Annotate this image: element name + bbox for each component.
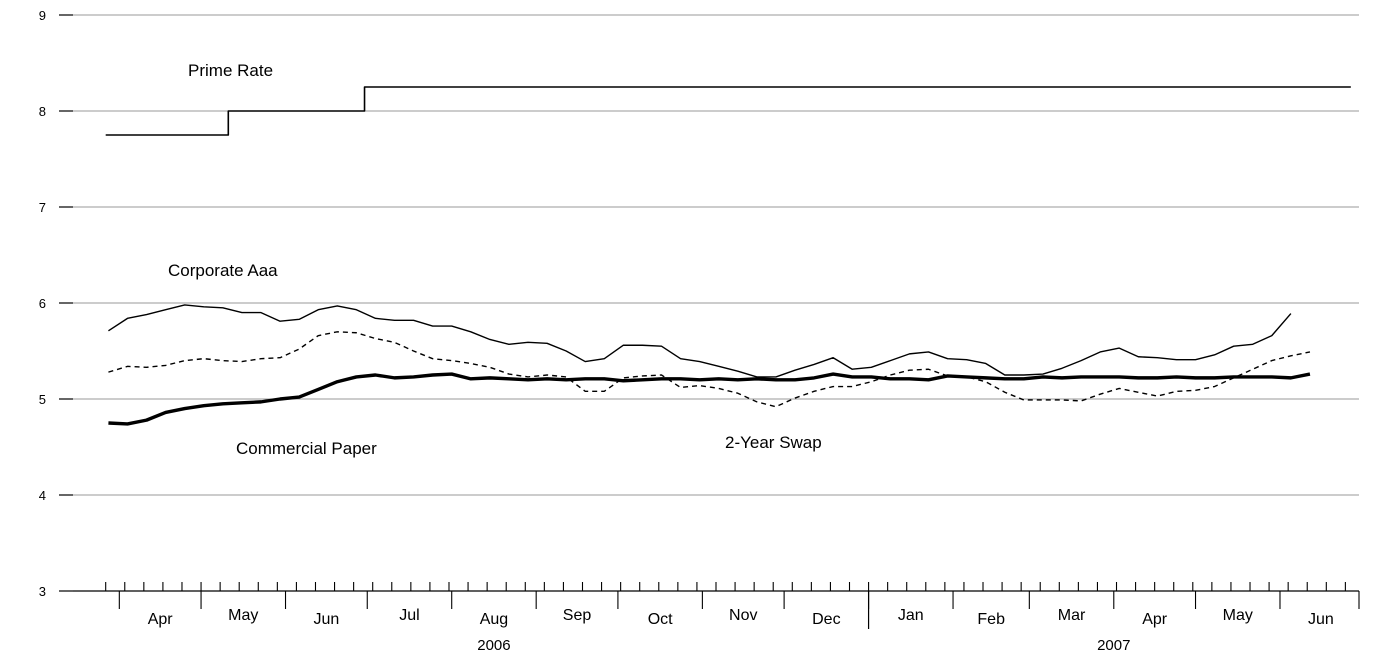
x-axis: Apr May Jun Jul Aug Sep Oct Nov Dec Jan Feb Mar Apr M… bbox=[73, 582, 1360, 654]
x-year-label-2007: 2007 bbox=[1097, 637, 1130, 654]
x-month-label-mar: Mar bbox=[1058, 607, 1086, 624]
label-2-year-swap: 2-Year Swap bbox=[725, 433, 822, 452]
label-corporate-aaa: Corporate Aaa bbox=[168, 261, 278, 280]
x-month-label-oct: Oct bbox=[648, 611, 673, 628]
series-lines bbox=[105, 86, 1351, 426]
x-month-label-sep: Sep bbox=[563, 607, 592, 624]
y-tick-label-7: 7 bbox=[39, 200, 46, 215]
x-month-label-may: May bbox=[228, 607, 258, 624]
series-line-prime-rate bbox=[105, 86, 1351, 136]
label-prime-rate: Prime Rate bbox=[188, 61, 273, 80]
x-month-label-nov: Nov bbox=[729, 607, 757, 624]
x-month-label-jun: Jun bbox=[313, 611, 339, 628]
x-month-label-may: May bbox=[1223, 607, 1253, 624]
x-year-label-2006: 2006 bbox=[477, 637, 510, 654]
y-tick-label-8: 8 bbox=[39, 104, 46, 119]
y-tick-label-3: 3 bbox=[39, 584, 46, 599]
x-month-label-aug: Aug bbox=[480, 611, 508, 628]
y-tick-label-6: 6 bbox=[39, 296, 46, 311]
label-commercial-paper: Commercial Paper bbox=[236, 439, 377, 458]
x-month-label-dec: Dec bbox=[812, 611, 840, 628]
x-month-label-jan: Jan bbox=[898, 607, 924, 624]
y-axis: 3 4 5 6 7 8 9 bbox=[39, 8, 73, 599]
x-month-label-apr: Apr bbox=[1142, 611, 1168, 628]
series-annotations: Prime Rate Corporate Aaa Commercial Pape… bbox=[168, 61, 822, 458]
series-line-commercial-paper bbox=[108, 372, 1311, 426]
x-month-label-apr: Apr bbox=[148, 611, 174, 628]
x-month-label-feb: Feb bbox=[977, 611, 1005, 628]
y-tick-label-4: 4 bbox=[39, 488, 46, 503]
x-month-label-jul: Jul bbox=[399, 607, 419, 624]
series-line-corporate-aaa bbox=[108, 304, 1292, 378]
y-tick-label-9: 9 bbox=[39, 8, 46, 23]
y-tick-label-5: 5 bbox=[39, 392, 46, 407]
series-line-2-year-swap bbox=[108, 331, 1311, 408]
x-month-label-jun: Jun bbox=[1308, 611, 1334, 628]
